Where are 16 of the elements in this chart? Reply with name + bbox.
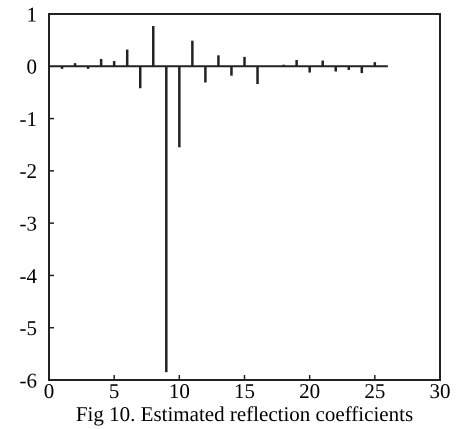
y-tick-label: -3: [20, 211, 37, 236]
x-tick-label: 30: [430, 379, 450, 403]
x-tick-label: 20: [299, 379, 320, 403]
y-tick-label: -5: [20, 316, 37, 340]
y-tick-label: -2: [20, 159, 37, 184]
y-tick-label: -4: [20, 264, 38, 288]
x-tick-label: 0: [44, 379, 54, 403]
x-tick-label: 25: [364, 379, 386, 403]
y-tick-label: 1: [26, 2, 37, 26]
y-tick-label: -1: [20, 106, 37, 131]
y-tick-label: -6: [20, 368, 37, 392]
x-tick-label: 10: [168, 379, 190, 403]
y-tick-label: 0: [26, 54, 37, 79]
x-tick-label: 5: [108, 379, 120, 403]
text: Fig 10. Estimated reflection coefficients: [76, 402, 414, 426]
x-tick-label: 15: [234, 379, 255, 403]
